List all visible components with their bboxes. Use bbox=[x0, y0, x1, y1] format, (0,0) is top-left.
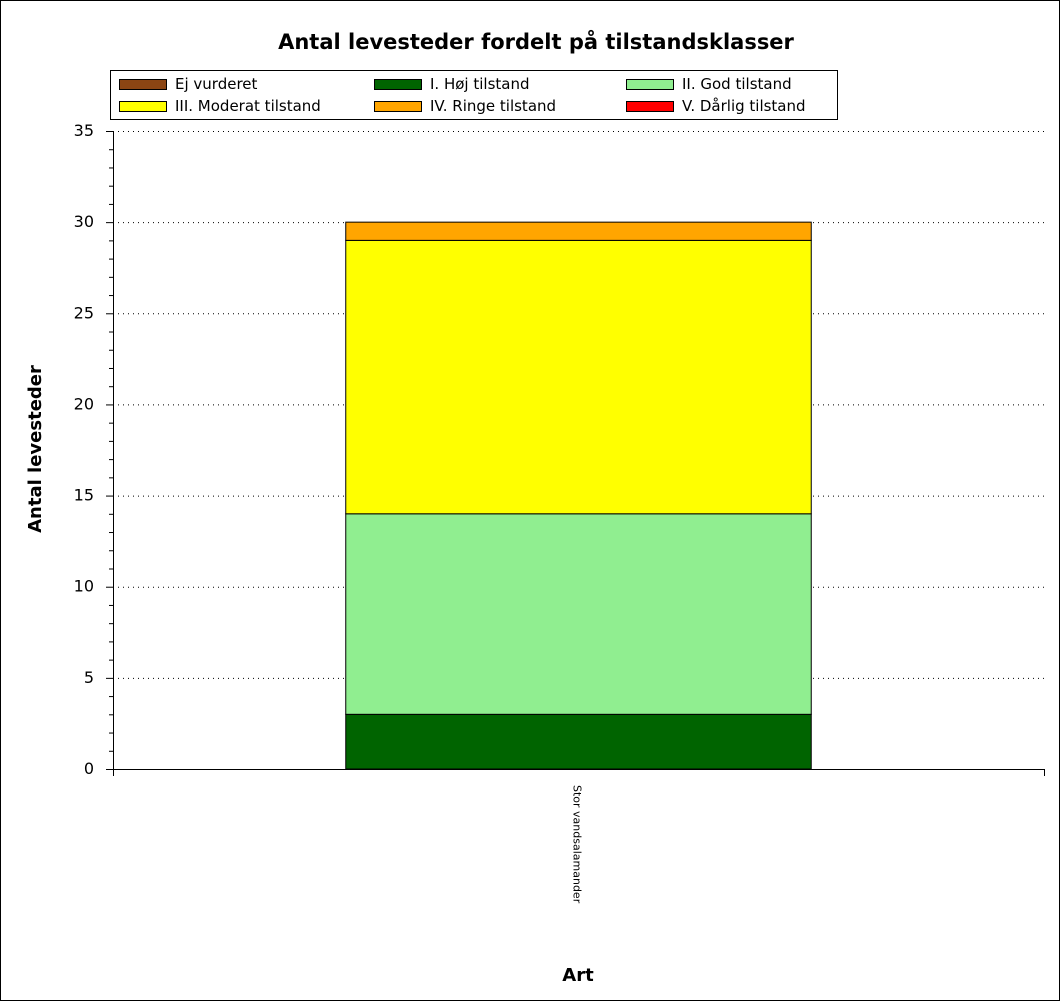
bar-segment bbox=[345, 239, 812, 515]
legend-swatch bbox=[626, 100, 674, 112]
legend-item: III. Moderat tilstand bbox=[119, 95, 321, 117]
x-tick-label: Stor vandsalamander bbox=[571, 785, 584, 904]
legend-label: IV. Ringe tilstand bbox=[430, 97, 557, 115]
legend-item: I. Høj tilstand bbox=[374, 73, 530, 95]
legend-label: I. Høj tilstand bbox=[430, 75, 530, 93]
axes bbox=[106, 131, 1045, 776]
chart-title: Antal levesteder fordelt på tilstandskla… bbox=[278, 29, 794, 54]
y-tick-label: 35 bbox=[74, 121, 94, 140]
legend-item: IV. Ringe tilstand bbox=[374, 95, 556, 117]
legend-item: Ej vurderet bbox=[119, 73, 257, 95]
bar-segment bbox=[345, 221, 812, 241]
bar-segment bbox=[345, 513, 812, 715]
y-tick-label: 25 bbox=[74, 303, 94, 322]
y-axis-label: Antal levesteder bbox=[25, 365, 46, 533]
legend-swatch bbox=[119, 100, 167, 112]
x-axis-label: Art bbox=[562, 965, 594, 986]
legend: Ej vurderet I. Høj tilstand II. God tilsta… bbox=[110, 70, 838, 120]
y-tick-label: 20 bbox=[74, 394, 94, 413]
legend-label: V. Dårlig tilstand bbox=[682, 97, 806, 115]
bar-segment bbox=[345, 713, 812, 770]
y-tick-labels: 0 5 10 15 20 25 30 35 bbox=[74, 121, 94, 778]
y-tick-label: 5 bbox=[84, 668, 94, 687]
legend-label: Ej vurderet bbox=[175, 75, 258, 93]
legend-swatch bbox=[626, 78, 674, 90]
y-tick-label: 0 bbox=[84, 759, 94, 778]
legend-label: II. God tilstand bbox=[682, 75, 792, 93]
legend-item: V. Dårlig tilstand bbox=[626, 95, 806, 117]
x-tick-labels: Stor vandsalamander bbox=[571, 785, 584, 904]
bar-segments bbox=[345, 221, 812, 770]
y-tick-label: 10 bbox=[74, 577, 94, 596]
legend-swatch bbox=[374, 78, 422, 90]
legend-swatch bbox=[119, 78, 167, 90]
y-tick-label: 15 bbox=[74, 486, 94, 505]
legend-swatch bbox=[374, 100, 422, 112]
y-tick-label: 30 bbox=[74, 212, 94, 231]
legend-item: II. God tilstand bbox=[626, 73, 792, 95]
legend-label: III. Moderat tilstand bbox=[175, 97, 321, 115]
